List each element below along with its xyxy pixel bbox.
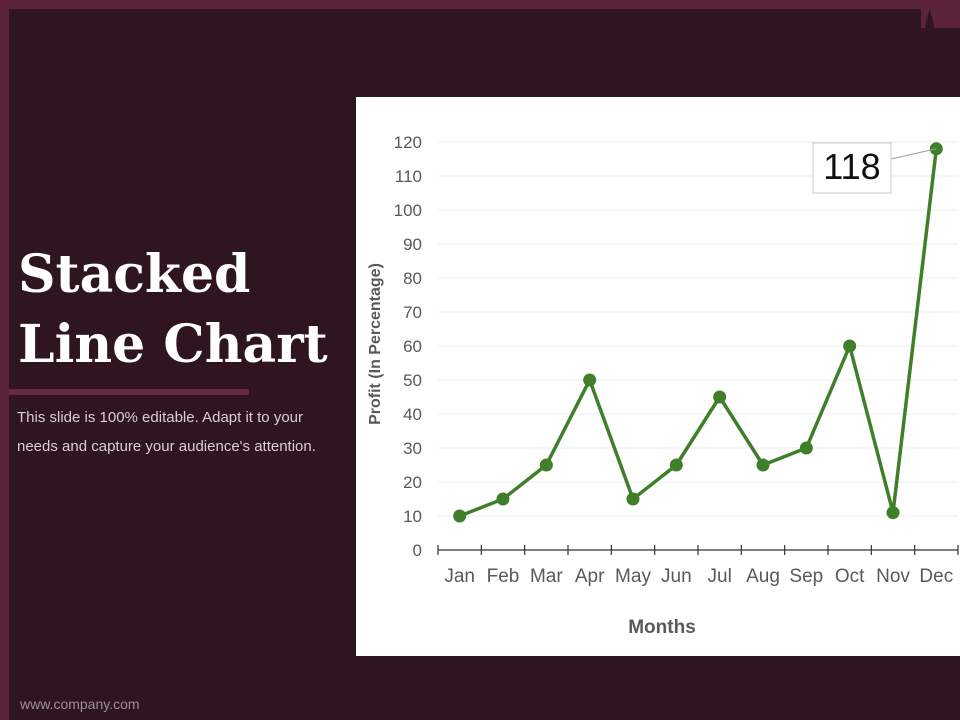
- data-point: [496, 492, 510, 506]
- y-tick-label: 80: [403, 269, 422, 288]
- chart-panel: 0 10 20 30 40 50 60 70 80 90 100 110 120 Jan Feb Mar Ap…: [356, 97, 960, 656]
- data-point: [539, 458, 553, 472]
- data-point: [756, 458, 770, 472]
- x-tick-label: Nov: [876, 566, 910, 587]
- data-point: [886, 506, 900, 520]
- y-tick-label: 20: [403, 473, 422, 492]
- x-tick-label: Oct: [835, 566, 865, 587]
- annotation-leader: [890, 148, 937, 160]
- y-tick-label: 10: [403, 507, 422, 526]
- y-tick-label: 70: [403, 303, 422, 322]
- x-tick-label: Dec: [919, 566, 953, 587]
- x-tick-label: Feb: [487, 566, 520, 587]
- line-chart: 0 10 20 30 40 50 60 70 80 90 100 110 120 Jan Feb Mar Ap…: [367, 133, 959, 638]
- gridlines: [438, 141, 958, 517]
- data-point: [626, 492, 640, 506]
- series-lines: [459, 148, 939, 518]
- footer-url: www.company.com: [20, 696, 140, 712]
- data-point: [843, 339, 857, 353]
- data-point: [453, 509, 467, 523]
- y-tick-label: 90: [403, 235, 422, 254]
- series-line: [459, 148, 939, 518]
- y-tick-label: 50: [403, 371, 422, 390]
- slide-title-line-2: Line Chart: [18, 314, 328, 375]
- x-tick-label: Apr: [575, 566, 605, 587]
- annotations: 118: [812, 142, 937, 194]
- y-tick-label: 30: [403, 439, 422, 458]
- y-axis-ticks: 0 10 20 30 40 50 60 70 80 90 100 110 120: [394, 133, 422, 560]
- x-tick-label: Jan: [444, 566, 475, 587]
- data-point: [799, 441, 813, 455]
- x-tick-label: May: [615, 566, 651, 587]
- x-axis-ticks: Jan Feb Mar Apr May Jun Jul Aug Sep Oct Nov Dec: [444, 566, 953, 587]
- y-tick-label: 120: [394, 133, 422, 152]
- y-tick-label: 0: [413, 541, 422, 560]
- x-tick-label: Sep: [789, 566, 823, 587]
- x-tick-label: Aug: [746, 566, 780, 587]
- data-point: [713, 390, 727, 404]
- slide-description: This slide is 100% editable. Adapt it to…: [17, 409, 316, 455]
- title-divider: [9, 389, 249, 395]
- slide-title: Stacked Line Chart: [18, 240, 338, 380]
- y-tick-label: 40: [403, 405, 422, 424]
- x-tick-label: Mar: [530, 566, 563, 587]
- slide-title-line-1: Stacked: [18, 244, 251, 305]
- y-tick-label: 110: [395, 167, 422, 186]
- y-tick-label: 60: [403, 337, 422, 356]
- y-tick-label: 100: [394, 201, 422, 220]
- data-point: [583, 373, 597, 387]
- data-point: [669, 458, 683, 472]
- annotation-label: 118: [823, 146, 880, 187]
- series-points: [453, 142, 943, 523]
- y-axis-label: Profit (In Percentage): [367, 263, 384, 425]
- x-tick-label: Jun: [661, 566, 692, 587]
- x-axis: [437, 545, 959, 555]
- annotation-box: [812, 142, 892, 194]
- x-tick-label: Jul: [708, 566, 732, 587]
- x-axis-label: Months: [628, 617, 696, 638]
